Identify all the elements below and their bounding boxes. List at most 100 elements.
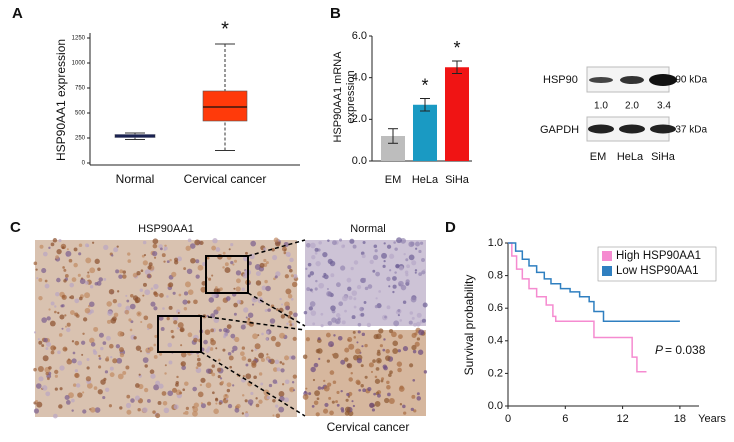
ihc-cell	[232, 345, 238, 352]
ihc-cell	[415, 321, 421, 327]
ihc-cell	[127, 252, 131, 256]
ihc-cell	[398, 283, 402, 287]
ihc-cell	[195, 274, 200, 279]
ihc-cell	[241, 356, 247, 361]
ihc-cell	[125, 365, 130, 370]
ihc-cell	[236, 403, 241, 409]
ihc-cell	[392, 348, 399, 354]
ihc-cell	[54, 305, 57, 308]
ihc-cell	[37, 366, 44, 372]
ihc-cell	[355, 348, 361, 355]
ihc-cell	[305, 337, 311, 342]
ihc-cell	[306, 287, 311, 292]
ihc-cell	[54, 387, 58, 391]
ihc-cell	[133, 336, 137, 340]
p-symbol: P	[655, 343, 663, 357]
ihc-cell	[361, 345, 364, 348]
ihc-cell	[129, 303, 136, 310]
ihc-cell	[372, 254, 379, 261]
ihc-cell	[241, 412, 245, 415]
ihc-cell	[81, 353, 84, 356]
ihc-cell	[113, 312, 119, 318]
ihc-cell	[311, 255, 316, 260]
ihc-cell	[66, 248, 69, 251]
ihc-cell	[276, 367, 281, 372]
ihc-cell	[98, 357, 102, 360]
ihc-cell	[350, 372, 353, 375]
ihc-cell	[410, 407, 414, 412]
ihc-cell	[330, 273, 335, 278]
ihc-cell	[271, 247, 275, 252]
ihc-cell	[173, 320, 178, 325]
ihc-cell	[361, 254, 366, 259]
ihc-cell	[205, 368, 212, 374]
ihc-cell	[288, 311, 293, 315]
ihc-cell	[389, 269, 392, 272]
y-tick-label: 0.0	[352, 155, 367, 167]
zoom-line	[247, 292, 306, 327]
ihc-cell	[146, 399, 151, 403]
ihc-cell	[347, 336, 353, 343]
ihc-cell	[41, 317, 47, 323]
ihc-cell	[38, 295, 43, 301]
blot-lane: EM	[590, 151, 607, 163]
ihc-cell	[183, 291, 189, 296]
ihc-cell	[263, 389, 270, 396]
ihc-cell	[69, 296, 72, 299]
ihc-cell	[167, 390, 174, 397]
ihc-cell	[86, 274, 91, 278]
ihc-cell	[153, 355, 158, 359]
ihc-cell	[116, 357, 123, 364]
ihc-cell	[398, 334, 403, 339]
ihc-cell	[150, 373, 156, 379]
ihc-cell	[229, 365, 233, 369]
ihc-cell	[398, 265, 404, 271]
ihc-cell	[279, 332, 286, 339]
ihc-cell	[386, 244, 392, 249]
ihc-cell	[179, 391, 183, 395]
ihc-cell	[396, 361, 403, 367]
ihc-inset-label: Normal	[350, 223, 385, 235]
ihc-cell	[144, 364, 148, 368]
ihc-cell	[126, 299, 130, 303]
ihc-cell	[261, 332, 264, 336]
ihc-cell	[289, 388, 293, 391]
ihc-cell	[215, 347, 218, 350]
ihc-cell	[56, 277, 61, 283]
ihc-cell	[293, 312, 298, 318]
ihc-cell	[100, 346, 104, 351]
ihc-cell	[182, 299, 188, 305]
ihc-cell	[292, 336, 297, 341]
blot-band	[620, 76, 644, 84]
ihc-cell	[135, 383, 140, 388]
ihc-box	[157, 315, 202, 353]
ihc-cell	[45, 347, 49, 350]
ihc-cell	[375, 271, 380, 277]
ihc-cell	[187, 332, 193, 338]
ihc-cell	[35, 268, 38, 271]
y-tick-label: 0.4	[488, 335, 503, 347]
ihc-cell	[139, 288, 144, 292]
ihc-cell	[163, 248, 166, 251]
ihc-cell	[172, 315, 179, 322]
ihc-cell	[314, 390, 321, 397]
ihc-cell	[392, 284, 397, 289]
ihc-cell	[362, 388, 367, 393]
ihc-cell	[302, 394, 309, 400]
ihc-cell	[155, 413, 161, 419]
ihc-cell	[292, 274, 298, 279]
ihc-cell	[394, 247, 398, 251]
ihc-cell	[33, 261, 38, 266]
ihc-cell	[144, 269, 151, 275]
ihc-cell	[255, 403, 260, 408]
ihc-cell	[310, 242, 316, 249]
ihc-cell	[414, 332, 418, 336]
ihc-cell	[142, 407, 148, 413]
x-axis-title: Years	[698, 413, 726, 425]
ihc-cell	[323, 385, 330, 392]
ihc-cell	[416, 392, 420, 396]
ihc-cell	[71, 277, 77, 282]
ihc-cell	[82, 332, 85, 335]
ihc-cell	[153, 306, 158, 311]
ihc-cell	[41, 385, 48, 391]
